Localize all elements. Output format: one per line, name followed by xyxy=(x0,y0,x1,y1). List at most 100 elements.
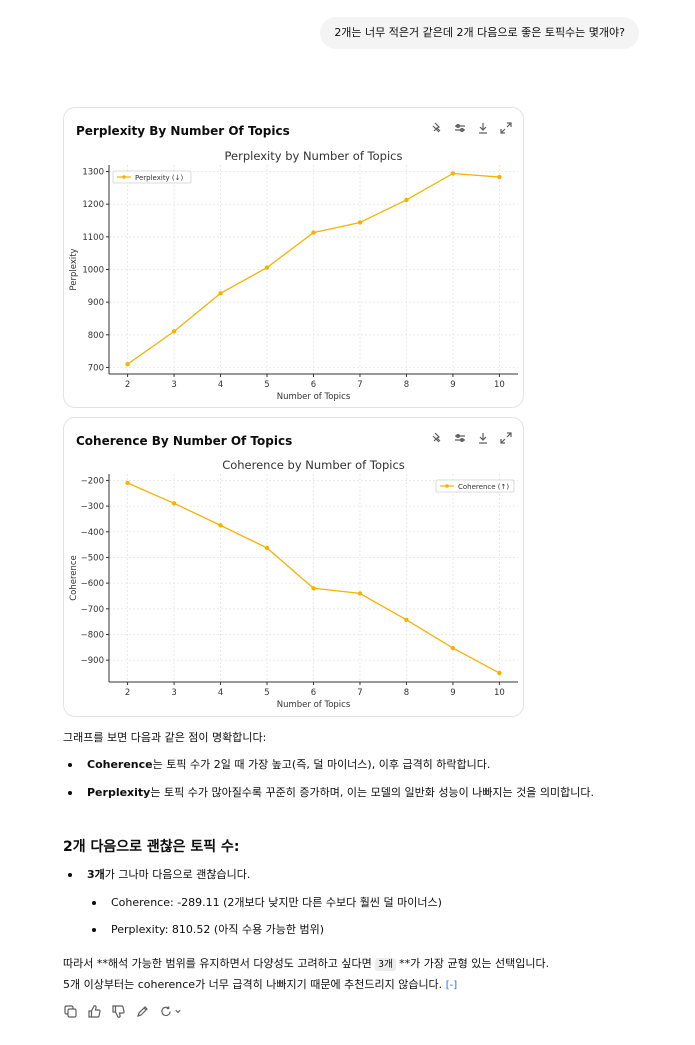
copy-icon[interactable] xyxy=(63,1004,78,1019)
recommended-count: 3개 xyxy=(87,868,105,881)
citation-link[interactable]: [-] xyxy=(445,980,458,991)
y-tick-label: −900 xyxy=(81,656,104,666)
y-tick-label: −600 xyxy=(81,579,104,589)
y-tick-label: 1300 xyxy=(82,168,104,178)
download-icon[interactable] xyxy=(475,430,490,445)
pin-icon[interactable] xyxy=(429,120,444,135)
y-tick-label: 1000 xyxy=(82,266,104,276)
recommendation-section: 2개 다음으로 괜찮은 토픽 수: xyxy=(63,837,638,857)
conclusion-text: 5개 이상부터는 coherence가 너무 급격히 나빠지기 때문에 추천드리… xyxy=(63,978,446,991)
intro-text: 그래프를 보면 다음과 같은 점이 명확합니다: xyxy=(63,731,267,744)
user-message-bubble: 2개는 너무 적은거 같은데 2개 다음으로 좋은 토픽수는 몇개야? xyxy=(320,17,639,49)
x-tick-label: 2 xyxy=(125,380,130,390)
legend-box xyxy=(435,479,515,493)
x-tick-label: 5 xyxy=(264,380,269,390)
x-tick-label: 10 xyxy=(494,688,505,698)
legend-marker xyxy=(445,484,449,488)
card-header: Perplexity By Number Of Topics xyxy=(76,120,513,138)
inline-code: 3개 xyxy=(375,958,396,971)
data-point xyxy=(171,501,177,506)
x-tick-label: 4 xyxy=(218,380,223,390)
list-item: 3개가 그나마 다음으로 괜찮습니다. xyxy=(63,865,638,885)
list-item: Perplexity: 810.52 (아직 수용 가능한 범위) xyxy=(63,920,638,940)
card-header: Coherence By Number Of Topics xyxy=(76,430,513,448)
coherence-line-chart: 2 3 4 5 6 7 8 9 10 −200 −300 −400 −500 −600 −700 −800 −9… xyxy=(69,458,518,710)
perplexity-line-chart: 2 3 4 5 6 7 8 9 10 700 800 900 1000 1100 1200 1300 Perpl… xyxy=(69,149,518,402)
data-point xyxy=(264,265,270,270)
data-point xyxy=(171,329,177,334)
data-point xyxy=(125,362,130,367)
y-tick-label: 1200 xyxy=(82,200,104,210)
thumbs-up-icon[interactable] xyxy=(87,1004,102,1019)
sliders-icon[interactable] xyxy=(452,430,467,445)
data-point xyxy=(497,670,502,676)
x-tick-label: 3 xyxy=(171,688,176,698)
y-tick-label: −800 xyxy=(81,630,104,640)
coherence-detail: Coherence: -289.11 (2개보다 낮지만 다른 수보다 훨씬 덜… xyxy=(111,896,442,909)
list-item: Coherence: -289.11 (2개보다 낮지만 다른 수보다 훨씬 덜… xyxy=(63,893,638,913)
y-tick-label: −300 xyxy=(81,502,104,512)
list-item: Perplexity는 토픽 수가 많아질수록 꾸준히 증가하며, 이는 모델의… xyxy=(63,783,638,803)
x-tick-label: 6 xyxy=(311,380,316,390)
x-tick-label: 5 xyxy=(264,688,269,698)
y-tick-label: −500 xyxy=(81,553,104,563)
y-axis-label: Perplexity xyxy=(69,248,79,290)
card-toolbar xyxy=(429,120,513,135)
x-tick-label: 4 xyxy=(218,688,223,698)
regenerate-icon[interactable] xyxy=(159,1004,185,1019)
observations-list: Coherence는 토픽 수가 2일 때 가장 높고(즉, 덜 마이너스), … xyxy=(63,755,638,803)
y-axis-label: Coherence xyxy=(69,555,79,601)
message-actions xyxy=(63,1004,185,1019)
chart-title: Coherence by Number of Topics xyxy=(222,458,405,472)
data-point xyxy=(450,171,456,176)
conclusion-text: 따라서 **해석 가능한 범위를 유지하면서 다양성도 고려하고 싶다면 xyxy=(63,957,376,970)
data-point xyxy=(357,591,363,596)
x-tick-label: 3 xyxy=(171,380,176,390)
data-point xyxy=(404,197,409,203)
y-tick-label: −200 xyxy=(81,476,104,486)
chart-title: Perplexity by Number of Topics xyxy=(225,149,403,163)
x-tick-label: 7 xyxy=(357,688,362,698)
thumbs-down-icon[interactable] xyxy=(111,1004,126,1019)
y-tick-label: 1100 xyxy=(82,233,104,243)
x-tick-label: 8 xyxy=(404,380,409,390)
data-point xyxy=(404,617,409,623)
data-point xyxy=(218,523,223,528)
recommendation-text: 가 그나마 다음으로 괜찮습니다. xyxy=(104,868,251,881)
y-tick-label: 700 xyxy=(88,363,104,373)
data-point xyxy=(311,586,316,591)
conclusion: 따라서 **해석 가능한 범위를 유지하면서 다양성도 고려하고 싶다면 3개 … xyxy=(63,954,638,996)
data-point xyxy=(264,545,270,551)
legend-label: Coherence (↑) xyxy=(458,483,509,491)
coherence-chart-card: Coherence By Number Of Topics 2 3 4 5 6 7 8 9 10… xyxy=(63,417,524,717)
y-tick-label: 900 xyxy=(88,298,104,308)
y-tick-label: 800 xyxy=(88,331,104,341)
card-toolbar xyxy=(429,430,513,445)
edit-icon[interactable] xyxy=(135,1004,150,1019)
data-point xyxy=(357,220,363,225)
recommendation-list: 3개가 그나마 다음으로 괜찮습니다. Coherence: -289.11 (… xyxy=(63,865,638,940)
download-icon[interactable] xyxy=(475,120,490,135)
term-coherence: Coherence xyxy=(87,758,153,771)
data-point xyxy=(218,291,223,296)
y-tick-label: −400 xyxy=(81,528,104,538)
expand-icon[interactable] xyxy=(498,430,513,445)
point-text: 는 토픽 수가 2일 때 가장 높고(즉, 덜 마이너스), 이후 급격히 하락… xyxy=(152,758,491,771)
x-tick-label: 2 xyxy=(125,688,130,698)
x-tick-label: 9 xyxy=(450,688,455,698)
x-tick-label: 10 xyxy=(494,380,505,390)
data-point xyxy=(450,645,456,651)
conclusion-line-2: 5개 이상부터는 coherence가 너무 급격히 나빠지기 때문에 추천드리… xyxy=(63,975,638,996)
x-tick-label: 7 xyxy=(357,380,362,390)
section-heading: 2개 다음으로 괜찮은 토픽 수: xyxy=(63,839,240,855)
sliders-icon[interactable] xyxy=(452,120,467,135)
data-point xyxy=(497,174,502,180)
x-axis-label: Number of Topics xyxy=(277,392,351,402)
answer-intro: 그래프를 보면 다음과 같은 점이 명확합니다: xyxy=(63,728,638,748)
pin-icon[interactable] xyxy=(429,430,444,445)
point-text: 는 토픽 수가 많아질수록 꾸준히 증가하며, 이는 모델의 일반화 성능이 나… xyxy=(150,786,594,799)
expand-icon[interactable] xyxy=(498,120,513,135)
term-perplexity: Perplexity xyxy=(87,786,151,799)
perplexity-detail: Perplexity: 810.52 (아직 수용 가능한 범위) xyxy=(111,923,325,936)
x-axis-label: Number of Topics xyxy=(277,700,351,710)
